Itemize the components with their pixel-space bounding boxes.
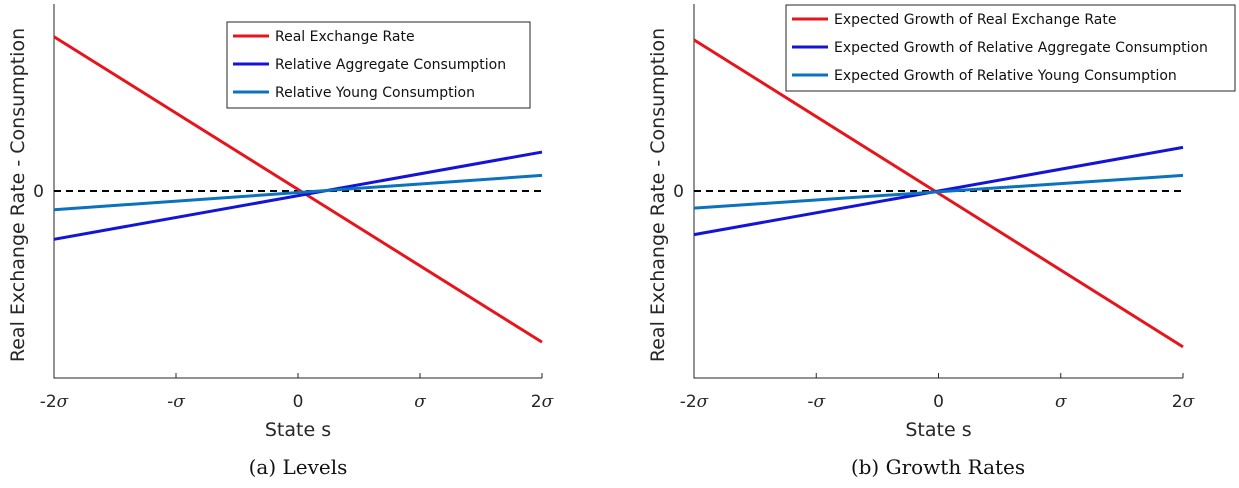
x-tick-label: -σ (807, 392, 825, 412)
chart-panel-growth-rates: -2σ -σ 0 σ 2σ 0 State s Real Exchange Rate - Co… (647, 4, 1236, 479)
legend-label: Expected Growth of Relative Young Consum… (834, 68, 1177, 84)
panel-caption: (b) Growth Rates (851, 455, 1025, 479)
legend-label: Real Exchange Rate (275, 29, 415, 45)
x-tick-label: -2σ (40, 392, 69, 412)
x-tick-label: -σ (167, 392, 185, 412)
series-line-0 (53, 35, 543, 344)
series-line-2 (53, 173, 543, 212)
x-tick-label: σ (1055, 392, 1067, 412)
x-axis-label: State s (265, 419, 331, 441)
legend-label: Expected Growth of Real Exchange Rate (834, 12, 1116, 28)
x-tick-label: σ (414, 392, 426, 412)
panel-caption: (a) Levels (249, 455, 348, 479)
x-tick-label: 2σ (531, 392, 554, 412)
legend-label: Relative Young Consumption (275, 85, 475, 101)
x-tick-label: 0 (933, 392, 944, 412)
x-tick-label: 2σ (1172, 392, 1195, 412)
legend-box (785, 4, 1236, 92)
legend-label: Expected Growth of Relative Aggregate Co… (834, 40, 1208, 56)
series-line-1 (53, 150, 543, 241)
series-line-0 (693, 38, 1184, 349)
y-axis-label: Real Exchange Rate - Consumption (7, 28, 29, 362)
y-tick-label: 0 (33, 182, 44, 202)
legend-label: Relative Aggregate Consumption (275, 57, 506, 73)
x-axis-label: State s (905, 419, 971, 441)
legend: Real Exchange Rate Relative Aggregate Con… (226, 21, 531, 109)
chart-panel-levels: -2σ -σ 0 σ 2σ 0 State s Real Exchange Rate - Co… (7, 4, 554, 479)
series-line-2 (693, 173, 1184, 210)
x-tick-label: 0 (293, 392, 304, 412)
legend: Expected Growth of Real Exchange Rate Exp… (785, 4, 1236, 92)
legend-box (226, 21, 531, 109)
y-tick-label: 0 (673, 182, 684, 202)
y-axis-label: Real Exchange Rate - Consumption (647, 28, 669, 362)
x-tick-label: -2σ (680, 392, 709, 412)
